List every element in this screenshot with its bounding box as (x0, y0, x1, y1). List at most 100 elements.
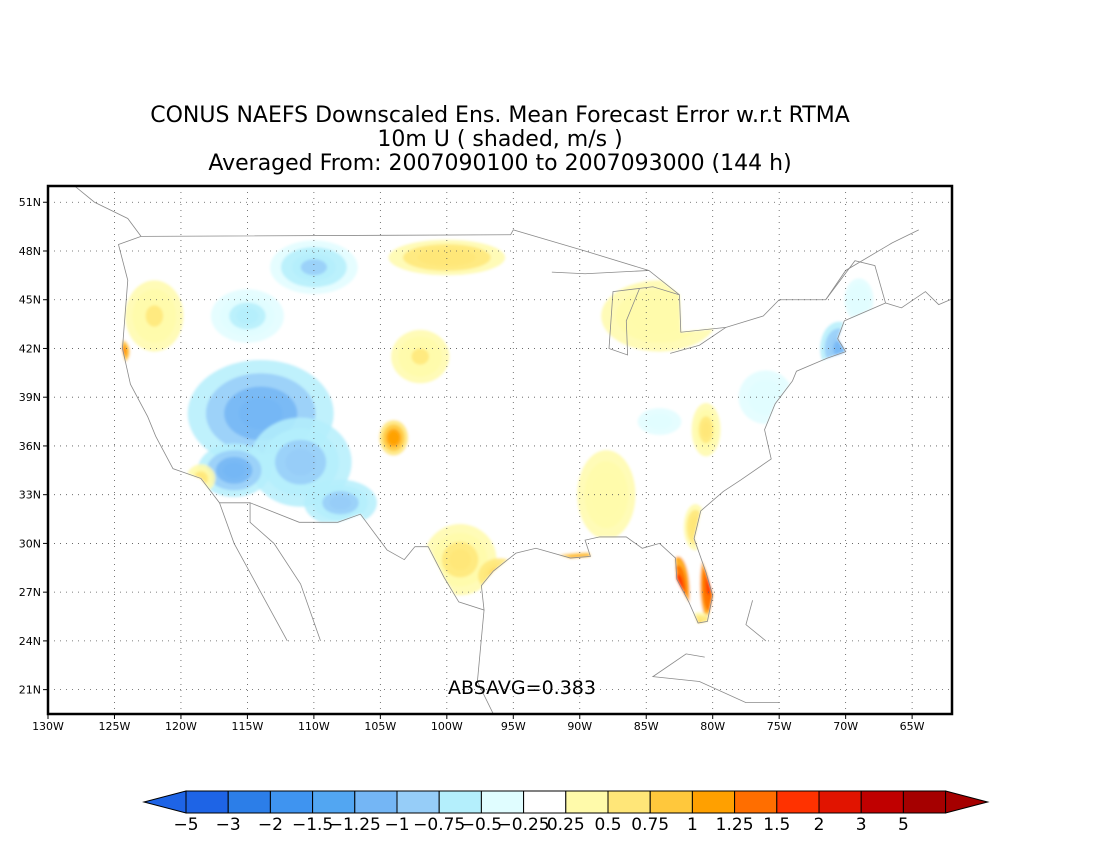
coastline-segment (219, 502, 288, 642)
coastline-segment (551, 270, 649, 275)
lon-tick-label: 110W (298, 720, 330, 733)
field-region-kentucky (646, 413, 673, 430)
lat-tick-label: 39N (19, 391, 41, 404)
colorbar-label: 0.75 (631, 815, 669, 835)
colorbar-label: 1 (687, 815, 698, 835)
colorbar-swatch (227, 790, 271, 814)
field-region-mid-atlantic (754, 386, 777, 408)
colorbar-label: 0.5 (594, 815, 621, 835)
lon-tick-label: 120W (165, 720, 197, 733)
chart-subtitle-period: Averaged From: 2007090100 to 2007093000 … (208, 151, 792, 176)
colorbar-swatch (734, 790, 778, 814)
field-region-new-mexico (329, 495, 352, 510)
lon-tick-label: 100W (431, 720, 463, 733)
colorbar-label: 2 (814, 815, 825, 835)
field-region-texas-coast (483, 562, 517, 590)
colorbar-label: 5 (898, 815, 909, 835)
coastline-segment (608, 286, 680, 356)
lat-tick-label: 27N (19, 586, 41, 599)
colorbar-label: −1.5 (292, 815, 333, 835)
field-region-cape-mendocino (118, 342, 128, 362)
lat-tick-label: 30N (19, 537, 41, 550)
lon-tick-label: 75W (767, 720, 792, 733)
colorbar-label: 3 (856, 815, 867, 835)
lon-tick-label: 70W (833, 720, 858, 733)
coastlines (74, 186, 952, 714)
lat-tick-label: 33N (19, 489, 41, 502)
field-region-nebraska (411, 348, 430, 365)
field-region-nevada-south (223, 462, 246, 479)
field-region-florida-south (692, 618, 707, 624)
colorbar-swatch (776, 790, 820, 814)
colorbar-label: 1.5 (763, 815, 790, 835)
colorbar-label: −3 (216, 815, 241, 835)
colorbar-swatch (480, 790, 525, 814)
field-region-texas-coast (489, 566, 511, 585)
colorbar-swatch (523, 790, 567, 814)
colorbar-swatch (312, 790, 356, 814)
colorbar-swatch (860, 790, 904, 814)
lat-tick-label: 36N (19, 440, 41, 453)
colorbar-swatch (185, 790, 229, 814)
colorbar-label: 1.25 (716, 815, 754, 835)
lat-tick-label: 51N (19, 196, 41, 209)
colorbar-swatch (565, 790, 609, 814)
coastline-segment (476, 609, 494, 714)
colorbar-swatch (691, 790, 736, 814)
colorbar-label: −0.75 (413, 815, 465, 835)
coastline-segment (74, 186, 142, 237)
field-region-oregon-coast (145, 305, 164, 327)
colorbar: −5 −3 −2 −1.5−1.25 −1 −0.75−0.5−0.250.25 0.5 0.… (142, 790, 990, 835)
field-region-cape-mendocino (118, 347, 123, 356)
latitude-tick-labels: 21N 24N 27N 30N 33N 36N 39N 42N 45N 48N 51N (19, 196, 48, 697)
colorbar-label: 0.25 (547, 815, 585, 835)
shaded-field (118, 229, 886, 624)
lat-tick-label: 21N (19, 684, 41, 697)
longitude-tick-labels: 130W 125W 120W 115W 110W 105W 100W 95W 90W 85W 80W… (32, 714, 925, 733)
lon-tick-label: 90W (567, 720, 592, 733)
colorbar-swatch (818, 790, 862, 814)
field-region-gulf-louisiana (577, 559, 609, 567)
field-region-gulf-louisiana (554, 554, 632, 571)
chart-title: CONUS NAEFS Downscaled Ens. Mean Forecas… (150, 103, 850, 128)
field-region-northern-rockies (300, 259, 328, 276)
conus-coastline (117, 229, 887, 624)
colorbar-swatch (354, 790, 398, 814)
lon-tick-label: 85W (634, 720, 659, 733)
colorbar-label: −5 (173, 815, 198, 835)
coastline-segment (825, 229, 919, 300)
lon-tick-label: 130W (32, 720, 64, 733)
colorbar-swatch (902, 790, 947, 814)
lon-tick-label: 80W (700, 720, 725, 733)
colorbar-swatch (396, 790, 440, 814)
gridlines (48, 186, 952, 714)
field-region-great-lakes (641, 305, 678, 327)
colorbar-swatch (269, 790, 314, 814)
lat-tick-label: 45N (19, 294, 41, 307)
field-region-gulf-louisiana (541, 552, 645, 574)
coastline-segment (249, 502, 321, 642)
colorbar-right-arrow (945, 790, 990, 814)
field-region-florida-south (688, 615, 711, 624)
chart-subtitle-variable: 10m U ( shaded, m/s ) (377, 127, 623, 152)
field-region-great-basin (238, 397, 283, 430)
field-region-idaho (236, 307, 259, 325)
field-region-colorado-front (389, 432, 399, 444)
lat-tick-label: 48N (19, 245, 41, 258)
field-region-gulf-louisiana (567, 557, 619, 569)
field-region-appalachia (701, 421, 711, 438)
colorbar-swatch (438, 790, 482, 814)
field-region-texas-coast (493, 570, 507, 582)
colorbar-label: −1 (384, 815, 409, 835)
colorbar-label: −0.5 (461, 815, 502, 835)
lon-tick-label: 115W (231, 720, 263, 733)
coastline-segment (745, 600, 767, 642)
coastline-segment (651, 653, 780, 704)
colorbar-label: −1.25 (329, 815, 381, 835)
colorbar-label: −0.25 (498, 815, 550, 835)
lat-tick-label: 42N (19, 342, 41, 355)
coastline-segment (885, 291, 952, 309)
colorbar-left-arrow (142, 790, 187, 814)
colorbar-swatch (607, 790, 651, 814)
